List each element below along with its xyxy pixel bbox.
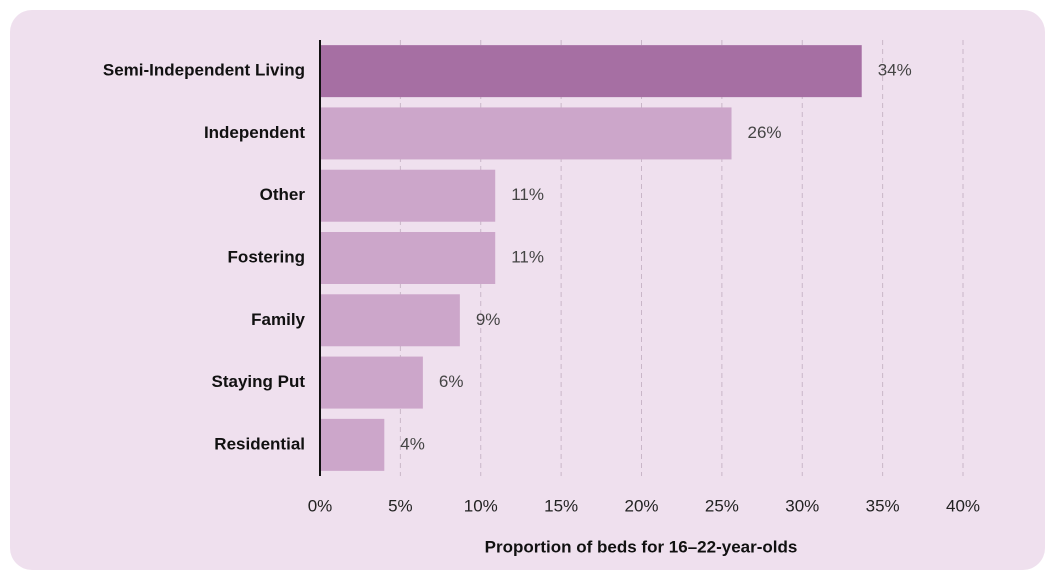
- x-tick-label: 15%: [544, 496, 578, 515]
- x-tick-label: 20%: [624, 496, 658, 515]
- y-tick-label: Family: [251, 310, 305, 329]
- y-tick-label: Fostering: [228, 247, 305, 266]
- value-label: 34%: [878, 61, 912, 80]
- bar: [320, 232, 496, 284]
- y-tick-label: Other: [260, 185, 306, 204]
- value-label: 4%: [400, 434, 425, 453]
- y-tick-label: Staying Put: [211, 372, 305, 391]
- x-axis-label: Proportion of beds for 16–22-year-olds: [485, 537, 798, 556]
- x-tick-label: 25%: [705, 496, 739, 515]
- bar: [320, 356, 423, 409]
- y-tick-label: Residential: [214, 434, 305, 453]
- bar: [320, 418, 385, 471]
- value-label: 9%: [476, 310, 501, 329]
- value-label: 6%: [439, 372, 464, 391]
- x-tick-label: 30%: [785, 496, 819, 515]
- bar: [320, 169, 496, 222]
- x-tick-label: 35%: [866, 496, 900, 515]
- value-label: 11%: [511, 185, 544, 204]
- value-label: 26%: [748, 123, 782, 142]
- bar: [320, 107, 732, 160]
- x-tick-label: 5%: [388, 496, 413, 515]
- x-tick-label: 0%: [308, 496, 333, 515]
- card: [10, 10, 1045, 570]
- y-tick-label: Independent: [204, 123, 305, 142]
- x-tick-label: 40%: [946, 496, 980, 515]
- x-tick-label: 10%: [464, 496, 498, 515]
- bar: [320, 294, 460, 347]
- value-label: 11%: [511, 247, 544, 266]
- y-tick-label: Semi-Independent Living: [103, 61, 305, 80]
- bar: [320, 45, 862, 98]
